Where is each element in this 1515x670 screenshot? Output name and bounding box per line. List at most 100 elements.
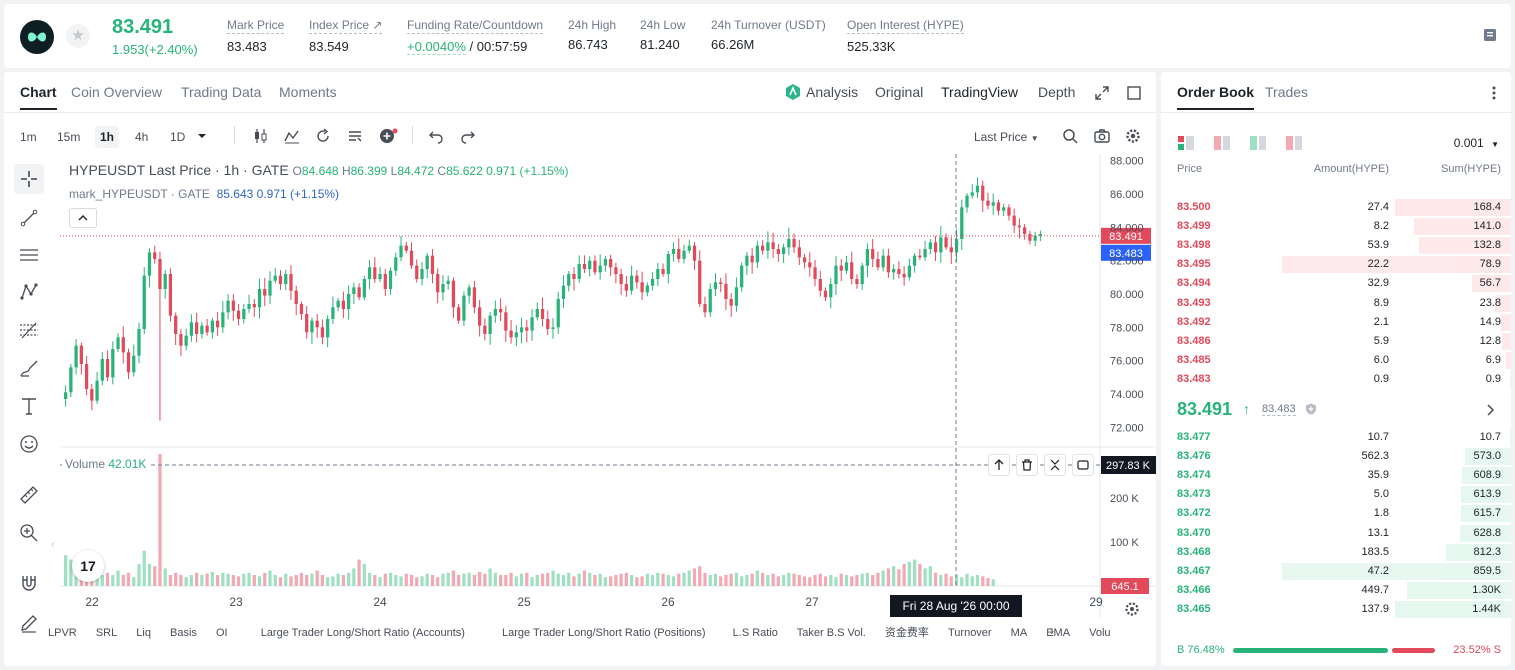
ask-row[interactable]: 83.492 2.1 14.9 (1161, 313, 1511, 332)
indicator-oi[interactable]: OI (216, 627, 228, 639)
stat-funding-rate[interactable]: Funding Rate/Countdown +0.0040% / 00:57:… (407, 18, 544, 55)
templates-icon[interactable] (347, 128, 363, 144)
indicator-lpvr[interactable]: LPVR (48, 627, 77, 639)
original-option[interactable]: Original (875, 84, 924, 100)
favorite-star-icon[interactable]: ★ (66, 24, 90, 48)
depth-option[interactable]: Depth (1038, 84, 1076, 100)
crosshair-tool[interactable] (14, 164, 44, 194)
emoji-tool[interactable] (14, 429, 44, 459)
collapse-legend-button[interactable] (69, 208, 97, 228)
candlestick-chart[interactable]: 83.491 83.483 297.83 K 645.1 Fri 28 Aug '26 … (60, 154, 1156, 619)
chevron-down-icon[interactable] (197, 131, 207, 141)
candlestick-type-icon[interactable] (253, 128, 269, 144)
horizontal-lines-tool[interactable] (14, 240, 44, 270)
chevron-right-icon[interactable] (1485, 404, 1495, 416)
camera-icon[interactable] (1094, 128, 1110, 144)
zoom-in-tool[interactable] (14, 518, 44, 548)
undo-icon[interactable] (428, 128, 444, 144)
bid-row[interactable]: 83.477 10.7 10.7 (1161, 428, 1511, 447)
tab-trading-data[interactable]: Trading Data (181, 84, 262, 100)
indicator-basis[interactable]: Basis (170, 627, 197, 639)
tradingview-logo[interactable]: 17 (72, 550, 104, 582)
indicator-large-trader-positions[interactable]: Large Trader Long/Short Ratio (Positions… (501, 627, 706, 639)
ask-row[interactable]: 83.499 8.2 141.0 (1161, 217, 1511, 236)
pattern-tool[interactable] (14, 277, 44, 307)
bid-row[interactable]: 83.476 562.3 573.0 (1161, 447, 1511, 466)
analysis-icon[interactable] (784, 83, 802, 101)
redo-icon[interactable] (460, 128, 476, 144)
expand-icon[interactable] (1094, 85, 1110, 101)
indicator-srl[interactable]: SRL (95, 627, 118, 639)
timeframe-1d[interactable]: 1D (170, 130, 186, 144)
tab-trades[interactable]: Trades (1265, 84, 1309, 100)
ask-row[interactable]: 83.483 0.9 0.9 (1161, 370, 1511, 389)
indicator-taker-vol[interactable]: Taker B.S Vol. (796, 627, 866, 639)
stat-index-price[interactable]: Index Price ↗ 83.549 (309, 18, 383, 54)
stat-open-interest[interactable]: Open Interest (HYPE) 525.33K (847, 18, 964, 54)
tab-coin-overview[interactable]: Coin Overview (71, 84, 163, 100)
ruler-tool[interactable] (14, 480, 44, 510)
volume-bar (734, 572, 739, 586)
brush-tool[interactable] (14, 354, 44, 384)
indicator-turnover[interactable]: Turnover (947, 627, 992, 639)
stat-mark-price[interactable]: Mark Price 83.483 (227, 18, 285, 54)
book-asks-only-icon[interactable] (1213, 135, 1231, 151)
book-both-sides-icon[interactable] (1177, 135, 1195, 151)
tab-moments[interactable]: Moments (279, 84, 337, 100)
tab-chart[interactable]: Chart (20, 84, 57, 110)
indicator-funding-rate[interactable]: 资金费率 (884, 627, 929, 639)
ask-row[interactable]: 83.498 53.9 132.8 (1161, 236, 1511, 255)
bid-row[interactable]: 83.470 13.1 628.8 (1161, 524, 1511, 543)
bid-row[interactable]: 83.473 5.0 613.9 (1161, 485, 1511, 504)
ask-row[interactable]: 83.485 6.0 6.9 (1161, 351, 1511, 370)
chevron-right-icon[interactable]: › (1050, 624, 1054, 638)
notebook-icon[interactable] (1483, 28, 1497, 42)
indicator-volume[interactable]: Volu (1089, 627, 1111, 639)
ask-row[interactable]: 83.486 5.9 12.8 (1161, 332, 1511, 351)
move-pane-up-button[interactable] (988, 454, 1010, 476)
maximize-pane-button[interactable] (1072, 454, 1094, 476)
bid-row[interactable]: 83.467 47.2 859.5 (1161, 562, 1511, 581)
bid-row[interactable]: 83.468 183.5 812.3 (1161, 543, 1511, 562)
timeframe-4h[interactable]: 4h (135, 130, 149, 144)
indicator-ma[interactable]: MA (1010, 627, 1028, 639)
ask-row[interactable]: 83.500 27.4 168.4 (1161, 198, 1511, 217)
indicator-ema[interactable]: EMA (1046, 627, 1071, 639)
delete-pane-button[interactable] (1016, 454, 1038, 476)
precision-select[interactable]: 0.001 ▼ (1454, 136, 1499, 150)
axis-settings-icon[interactable] (1125, 602, 1139, 616)
indicator-large-trader-accounts[interactable]: Large Trader Long/Short Ratio (Accounts) (260, 627, 465, 639)
ask-row[interactable]: 83.494 32.9 56.7 (1161, 274, 1511, 293)
fib-retracement-tool[interactable] (14, 316, 44, 346)
maximize-icon[interactable] (1126, 85, 1142, 101)
tradingview-option[interactable]: TradingView (941, 84, 1019, 100)
indicator-ls-ratio[interactable]: L.S Ratio (732, 627, 778, 639)
bid-row[interactable]: 83.466 449.7 1.30K (1161, 581, 1511, 600)
settings-gear-icon[interactable] (1125, 128, 1141, 144)
ask-row[interactable]: 83.493 8.9 23.8 (1161, 294, 1511, 313)
book-bids-only-icon[interactable] (1249, 135, 1267, 151)
add-indicator-icon[interactable] (379, 128, 399, 144)
replay-icon[interactable] (315, 128, 331, 144)
timeframe-1h[interactable]: 1h (95, 126, 120, 148)
bid-row[interactable]: 83.472 1.8 615.7 (1161, 504, 1511, 523)
analysis-option[interactable]: Analysis (806, 84, 859, 100)
more-options-icon[interactable] (1491, 85, 1497, 101)
book-large-orders-icon[interactable] (1285, 135, 1303, 151)
search-icon[interactable] (1062, 128, 1078, 144)
tab-order-book[interactable]: Order Book (1177, 84, 1255, 110)
text-tool[interactable] (14, 391, 44, 421)
edit-tool[interactable] (14, 608, 44, 638)
indicator-liq[interactable]: Liq (136, 627, 151, 639)
ask-row[interactable]: 83.495 22.2 78.9 (1161, 255, 1511, 274)
trend-line-tool[interactable] (14, 203, 44, 233)
price-type-select[interactable]: Last Price ▼ (974, 126, 1039, 150)
timeframe-15m[interactable]: 15m (57, 130, 81, 144)
magnet-tool[interactable] (14, 568, 44, 598)
indicators-icon[interactable] (284, 128, 300, 144)
bid-row[interactable]: 83.474 35.9 608.9 (1161, 466, 1511, 485)
timeframe-1m[interactable]: 1m (20, 130, 37, 144)
collapse-pane-button[interactable] (1044, 454, 1066, 476)
bid-row[interactable]: 83.465 137.9 1.44K (1161, 600, 1511, 619)
scroll-left-icon[interactable]: ‹ (51, 539, 55, 550)
